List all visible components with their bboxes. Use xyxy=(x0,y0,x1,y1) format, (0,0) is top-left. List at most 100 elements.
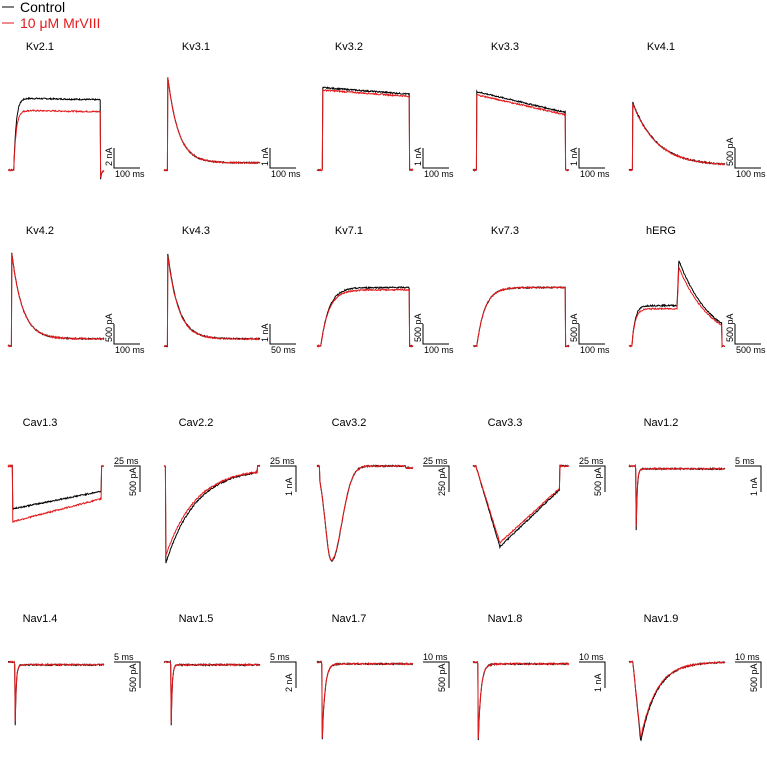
scale-amp-label: 1 nA xyxy=(284,477,294,496)
trace-mrviii xyxy=(163,464,261,556)
trace-mrviii xyxy=(628,103,726,172)
panel-cav2-2: Cav2.2 25 ms 1 nA xyxy=(163,417,297,564)
trace-control xyxy=(163,465,261,564)
trace-mrviii xyxy=(472,464,570,544)
scale-bar xyxy=(734,148,761,169)
trace-mrviii xyxy=(316,89,414,172)
panel-kv3-3: Kv3.3 100 ms1 nA xyxy=(472,41,610,179)
scale-time-label: 100 ms xyxy=(271,169,301,179)
panel-title: Kv3.3 xyxy=(491,41,519,53)
trace-control xyxy=(472,464,570,550)
panel-title: Nav1.5 xyxy=(179,613,214,625)
scale-time-label: 5 ms xyxy=(735,456,755,466)
panel-title: Nav1.7 xyxy=(332,613,367,625)
panel-title: Nav1.2 xyxy=(644,417,679,429)
panel-nav1-2: Nav1.2 5 ms 1 nA xyxy=(628,417,762,531)
scale-time-label: 10 ms xyxy=(423,652,448,662)
legend-label-control: Control xyxy=(20,0,65,15)
trace-control xyxy=(316,660,414,740)
trace-control xyxy=(628,463,726,531)
panel-title: Kv4.2 xyxy=(26,225,54,237)
scale-time-label: 100 ms xyxy=(580,345,610,355)
scale-bar xyxy=(270,661,297,688)
panel-title: hERG xyxy=(646,225,676,237)
trace-mrviii xyxy=(628,660,726,739)
scale-amp-label: 1 nA xyxy=(593,673,603,692)
panel-title: Nav1.8 xyxy=(488,613,523,625)
scale-time-label: 5 ms xyxy=(114,652,134,662)
scale-amp-label: 500 pA xyxy=(725,137,735,166)
trace-mrviii xyxy=(7,463,105,523)
panel-kv2-1: Kv2.1 100 ms2 nA xyxy=(7,41,145,180)
scale-bar xyxy=(423,661,450,688)
scale-bar xyxy=(578,148,605,169)
scale-amp-label: 500 pA xyxy=(593,467,603,496)
scale-bar xyxy=(422,324,449,345)
scale-time-label: 25 ms xyxy=(114,456,139,466)
scale-amp-label: 1 nA xyxy=(260,147,270,166)
trace-mrviii xyxy=(7,253,105,348)
scale-time-label: 100 ms xyxy=(424,345,454,355)
trace-mrviii xyxy=(473,94,570,172)
trace-control xyxy=(7,464,105,511)
scale-amp-label: 1 nA xyxy=(749,477,759,496)
scale-time-label: 100 ms xyxy=(115,169,145,179)
scale-bar xyxy=(579,465,606,492)
scale-time-label: 10 ms xyxy=(579,652,604,662)
scale-bar xyxy=(734,324,761,345)
trace-control xyxy=(472,89,569,172)
scale-bar xyxy=(114,465,141,492)
trace-control xyxy=(628,101,726,172)
scale-time-label: 100 ms xyxy=(736,169,766,179)
scale-bar xyxy=(113,324,140,345)
scale-bar xyxy=(269,324,296,345)
scale-bar xyxy=(114,661,141,688)
trace-control xyxy=(316,464,413,563)
scale-bar xyxy=(269,148,296,169)
panel-title: Cav1.3 xyxy=(23,417,58,429)
scale-amp-label: 2 nA xyxy=(104,147,114,166)
scale-amp-label: 1 nA xyxy=(260,323,270,342)
scale-bar xyxy=(113,148,140,169)
scale-time-label: 100 ms xyxy=(115,345,145,355)
panel-kv3-2: Kv3.2 100 ms1 nA xyxy=(316,41,454,179)
panel-nav1-5: Nav1.5 5 ms 2 nA xyxy=(163,613,297,726)
trace-control xyxy=(163,253,260,348)
legend-label-mrviii: 10 μM MrVIII xyxy=(20,15,100,31)
scale-amp-label: 1 nA xyxy=(413,147,423,166)
panel-nav1-8: Nav1.8 10 ms 1 nA xyxy=(472,613,606,741)
scale-time-label: 100 ms xyxy=(424,169,454,179)
trace-mrviii xyxy=(316,464,414,561)
panel-title: Cav3.3 xyxy=(488,417,523,429)
trace-control xyxy=(472,285,570,348)
trace-control xyxy=(316,285,414,348)
scale-time-label: 5 ms xyxy=(270,652,290,662)
scale-bar xyxy=(270,465,297,492)
scale-time-label: 500 ms xyxy=(736,345,766,355)
trace-control xyxy=(7,96,105,180)
scale-amp-label: 500 pA xyxy=(437,663,447,692)
scale-time-label: 25 ms xyxy=(270,456,295,466)
panel-title: Cav2.2 xyxy=(179,417,214,429)
panel-title: Nav1.4 xyxy=(23,613,58,625)
trace-mrviii xyxy=(316,288,414,348)
trace-mrviii xyxy=(472,660,570,739)
trace-control xyxy=(628,660,726,742)
scale-amp-label: 1 nA xyxy=(569,147,579,166)
scale-time-label: 10 ms xyxy=(735,652,760,662)
scale-amp-label: 500 pA xyxy=(569,313,579,342)
scale-amp-label: 500 pA xyxy=(725,313,735,342)
trace-mrviii xyxy=(163,660,261,724)
scale-bar xyxy=(579,661,606,688)
trace-mrviii xyxy=(628,464,725,527)
panel-title: Kv3.1 xyxy=(182,41,210,53)
trace-control xyxy=(7,252,105,348)
